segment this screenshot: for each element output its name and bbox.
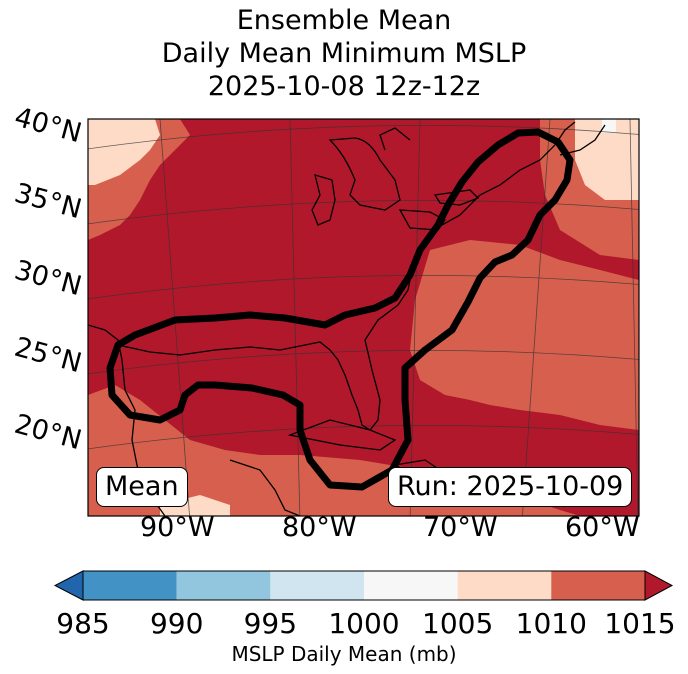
title-line-2: Daily Mean Minimum MSLP [161,38,527,69]
colorbar-bin-990-995 [176,571,271,600]
lon-label-60: 60°W [565,512,640,543]
lon-label-90: 90°W [140,512,215,543]
title-line-3: 2025-10-08 12z-12z [207,71,481,102]
ensemble-contour [106,128,574,491]
colorbar-bin-1010-1015 [551,571,645,600]
colorbar [53,570,674,601]
lon-label-80: 80°W [282,512,357,543]
colorbar-tick-1005: 1005 [422,607,494,640]
lon-label-70: 70°W [423,512,498,543]
colorbar-tick-990: 990 [149,607,204,640]
colorbar-tick-1000: 1000 [328,607,400,640]
colorbar-tick-1015: 1015 [604,607,676,640]
field-1000-1005-southwest [160,495,230,516]
colorbar-tick-995: 995 [243,607,298,640]
colorbar-frame [82,570,646,601]
colorbar-tick-1010: 1010 [515,607,587,640]
colorbar-label: MSLP Daily Mean (mb) [231,642,457,666]
field-1000-1005-northeast [575,119,639,200]
map-frame [87,118,640,517]
field-1000-1005-northwest [88,119,160,185]
colorbar-extend-high [644,570,674,601]
title-line-1: Ensemble Mean [236,5,452,36]
field-1005-1010-south-atlantic [410,240,639,430]
colorbar-extend-low [53,570,84,601]
colorbar-bin-1000-1005 [364,571,458,600]
colorbar-tick-985: 985 [56,607,110,640]
colorbar-bin-995-1000 [270,571,364,600]
colorbar-bin-1005-1010 [457,571,552,600]
colorbar-bin-985-990 [83,571,177,600]
field-white-corner [602,119,616,133]
mslp-field [88,119,639,516]
run-date-label: Run: 2025-10-09 [388,467,633,507]
panel-label-mean: Mean [96,467,188,507]
